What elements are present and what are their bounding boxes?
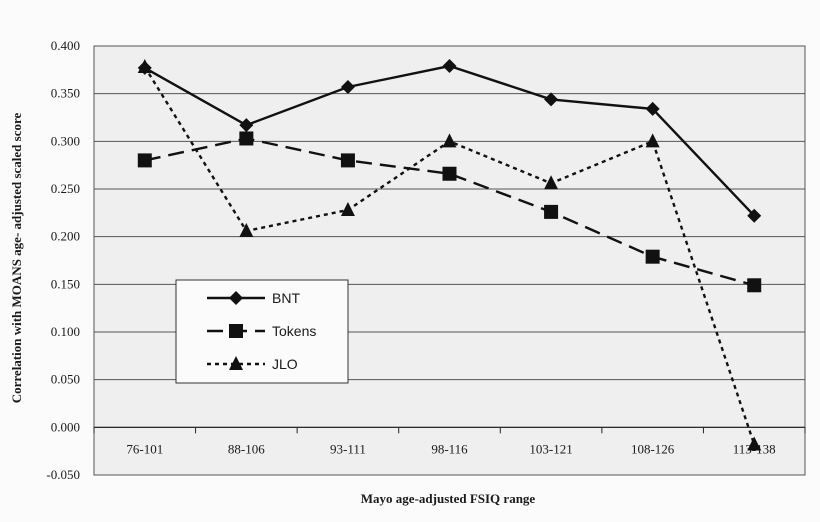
data-point-tokens — [747, 278, 762, 293]
series-jlo — [137, 58, 762, 451]
x-tick-label: 98-116 — [431, 441, 468, 456]
x-axis-title: Mayo age-adjusted FSIQ range — [361, 491, 536, 506]
data-point-jlo — [544, 175, 559, 190]
x-tick-label: 88-106 — [228, 441, 265, 456]
y-tick-label: 0.300 — [51, 133, 80, 148]
data-point-tokens — [442, 166, 457, 181]
data-point-bnt — [340, 79, 355, 94]
x-tick-label: 103-121 — [529, 441, 572, 456]
data-point-jlo — [340, 201, 355, 216]
y-tick-label: 0.150 — [51, 276, 80, 291]
legend-marker — [229, 324, 243, 338]
y-axis-title: Correlation with MOANS age- adjusted sca… — [9, 112, 24, 403]
legend-marker — [229, 356, 243, 370]
y-tick-labels: -0.050 0.000 0.050 0.100 0.150 0.200 0.250 0.30… — [46, 38, 80, 482]
zero-line — [93, 426, 806, 434]
data-point-tokens — [340, 153, 355, 168]
legend-item-jlo: JLO — [207, 356, 298, 372]
legend-label: Tokens — [272, 323, 316, 339]
y-tick-label: 0.100 — [51, 324, 80, 339]
y-tick-label: 0.000 — [51, 419, 80, 434]
series-group — [137, 58, 762, 451]
x-tick-label: 76-101 — [126, 441, 163, 456]
y-tick-label: 0.200 — [51, 229, 80, 244]
y-tick-label: 0.250 — [51, 181, 80, 196]
legend-item-tokens: Tokens — [207, 323, 316, 339]
series-tokens — [137, 131, 762, 293]
legend-label: JLO — [272, 356, 298, 372]
data-point-tokens — [544, 204, 559, 219]
data-point-bnt — [645, 101, 660, 116]
plot-area — [93, 45, 806, 476]
data-point-tokens — [137, 153, 152, 168]
data-point-bnt — [239, 118, 254, 133]
data-point-jlo — [442, 133, 457, 148]
data-point-jlo — [645, 133, 660, 148]
x-tick-labels: 76-10188-10693-11198-116103-121108-12611… — [126, 441, 775, 456]
data-point-tokens — [645, 249, 660, 264]
data-point-bnt — [442, 59, 457, 74]
y-tick-label: 0.050 — [51, 372, 80, 387]
legend: BNT Tokens JLO — [175, 279, 349, 384]
x-tick-label: 108-126 — [631, 441, 675, 456]
series-bnt — [137, 59, 762, 223]
y-tick-label: 0.400 — [51, 38, 80, 53]
legend-marker — [229, 291, 243, 305]
data-point-tokens — [239, 131, 254, 146]
y-tick-label: 0.350 — [51, 86, 80, 101]
y-tick-label: -0.050 — [46, 467, 80, 482]
data-point-bnt — [544, 92, 559, 107]
data-point-jlo — [747, 436, 762, 451]
legend-item-bnt: BNT — [207, 290, 300, 306]
data-point-bnt — [747, 208, 762, 223]
data-point-jlo — [239, 222, 254, 237]
data-point-jlo — [137, 58, 152, 73]
x-tick-label: 93-111 — [330, 441, 366, 456]
legend-label: BNT — [272, 290, 300, 306]
